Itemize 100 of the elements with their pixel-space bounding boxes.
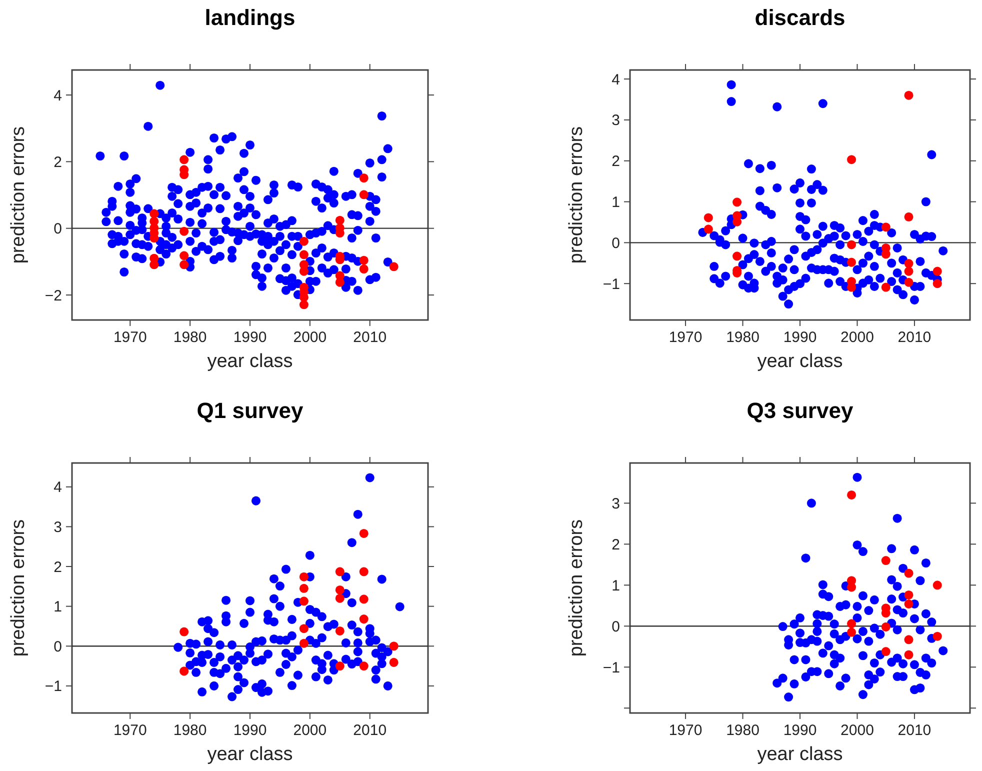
point [389, 262, 398, 272]
y-axis-title: prediction errors [566, 126, 587, 264]
y-tick-label: −1 [602, 276, 620, 293]
y-axis-title: prediction errors [8, 126, 29, 264]
x-tick-label: 1970 [113, 722, 147, 739]
point [904, 266, 914, 276]
point [180, 226, 189, 236]
x-tick-label: 2000 [840, 722, 874, 739]
x-tick-label: 2000 [293, 722, 327, 739]
y-tick-label: −2 [44, 287, 62, 304]
point [180, 666, 189, 676]
point [847, 582, 856, 592]
point [904, 650, 914, 660]
x-tick-label: 1980 [726, 722, 760, 739]
x-tick-label: 1990 [783, 329, 817, 346]
x-tick-label: 2010 [353, 329, 387, 346]
point [180, 251, 189, 260]
x-tick-label: 2010 [898, 329, 932, 346]
point [180, 155, 189, 164]
point [299, 638, 308, 648]
point [359, 528, 368, 538]
y-tick-label: 2 [612, 536, 620, 554]
y-tick-label: 3 [612, 112, 620, 130]
y-tick-label: 4 [612, 71, 620, 88]
y-axis-title: prediction errors [566, 519, 587, 657]
x-tick-label: 1990 [233, 722, 267, 739]
point [904, 590, 914, 600]
point [904, 212, 914, 222]
point [180, 260, 189, 270]
point [335, 216, 344, 225]
x-tick-label: 2010 [353, 722, 387, 739]
point [704, 213, 713, 222]
chart-title: Q3 survey [746, 398, 854, 423]
x-tick-label: 1990 [233, 329, 267, 346]
point [847, 619, 856, 628]
point [359, 190, 368, 200]
y-tick-label: 0 [612, 234, 620, 252]
point [847, 155, 856, 164]
y-tick-label: 4 [54, 87, 62, 104]
x-tick-label: 2000 [840, 329, 874, 346]
x-axis-title: year class [207, 351, 293, 372]
point [847, 258, 856, 267]
point [732, 252, 742, 261]
y-tick-label: 3 [54, 518, 62, 536]
point [299, 584, 308, 593]
point [359, 256, 368, 265]
point [881, 647, 890, 656]
x-tick-label: 1980 [173, 722, 207, 739]
x-tick-label: 1970 [668, 329, 702, 346]
point [932, 266, 942, 276]
point [359, 264, 368, 274]
point [359, 594, 368, 604]
point [904, 635, 914, 644]
point [359, 614, 368, 624]
point [299, 596, 308, 606]
y-tick-label: 4 [54, 479, 62, 496]
point [904, 278, 914, 287]
point [359, 173, 368, 183]
y-tick-label: 1 [612, 194, 620, 211]
x-tick-label: 2000 [293, 329, 327, 346]
point [359, 662, 368, 671]
point [299, 624, 308, 634]
point [904, 90, 914, 100]
point [335, 594, 344, 603]
y-tick-label: −1 [44, 678, 62, 696]
point [335, 567, 344, 576]
point [299, 236, 308, 246]
point [932, 279, 942, 288]
point [732, 198, 742, 207]
y-tick-label: 1 [54, 598, 62, 616]
chart-title: Q1 survey [196, 398, 304, 423]
point [335, 585, 344, 594]
point [881, 622, 890, 632]
y-tick-label: 2 [612, 153, 620, 170]
point [150, 209, 159, 218]
point [704, 224, 713, 234]
x-tick-label: 1970 [113, 329, 147, 346]
y-tick-label: 1 [612, 577, 620, 594]
point [335, 662, 344, 671]
y-tick-label: 2 [54, 154, 62, 171]
x-axis-title: year class [757, 744, 843, 765]
point [359, 567, 368, 576]
y-tick-label: 0 [54, 638, 62, 656]
y-tick-label: −1 [602, 659, 620, 676]
point [847, 490, 856, 500]
point [389, 642, 398, 651]
point [881, 222, 890, 232]
point [335, 626, 344, 636]
y-tick-label: 2 [54, 558, 62, 576]
y-axis-title: prediction errors [8, 519, 29, 657]
x-axis-title: year class [207, 744, 293, 765]
point [904, 259, 914, 268]
y-tick-label: 3 [612, 495, 620, 512]
point [881, 556, 890, 566]
x-tick-label: 1990 [783, 722, 817, 739]
y-tick-label: 0 [54, 220, 62, 238]
point [932, 580, 942, 590]
chart-title: landings [204, 5, 296, 30]
y-tick-label: 0 [612, 618, 620, 636]
point [904, 568, 914, 578]
